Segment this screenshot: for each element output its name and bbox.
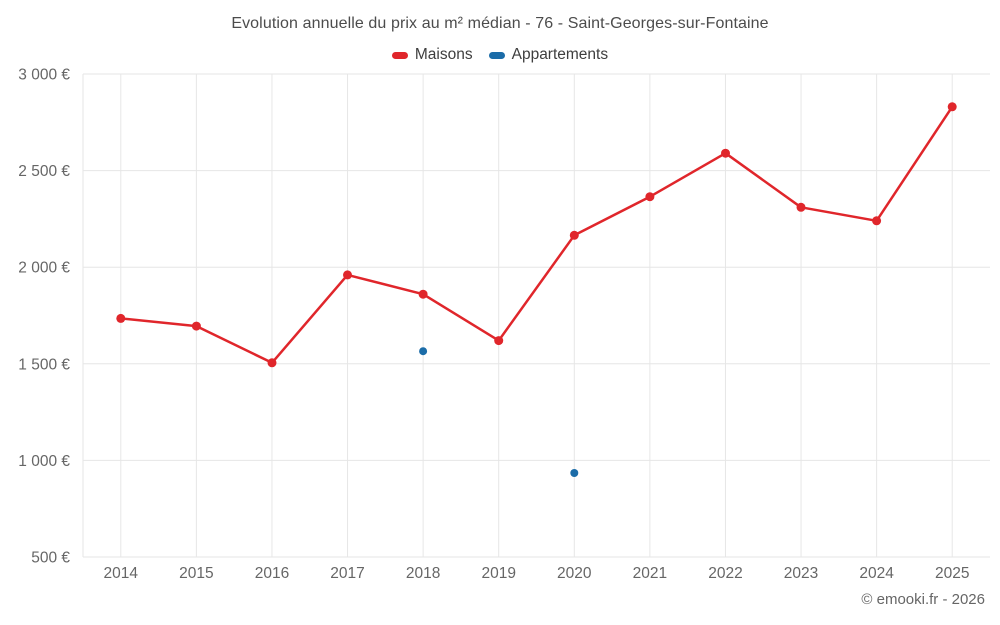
svg-text:2 500 €: 2 500 € [18, 163, 70, 180]
svg-text:2017: 2017 [330, 565, 364, 582]
svg-text:2015: 2015 [179, 565, 213, 582]
svg-text:2025: 2025 [935, 565, 969, 582]
appartements-series-swatch-icon [488, 51, 505, 59]
svg-text:1 000 €: 1 000 € [18, 453, 70, 470]
chart-title: Evolution annuelle du prix au m² médian … [231, 15, 769, 32]
svg-text:2022: 2022 [708, 565, 742, 582]
svg-text:2024: 2024 [859, 565, 894, 582]
maisons-series-swatch-icon [391, 51, 408, 59]
svg-text:2 000 €: 2 000 € [18, 260, 70, 277]
copyright-text: © emooki.fr - 2026 [861, 591, 985, 608]
svg-text:2023: 2023 [784, 565, 818, 582]
svg-text:2020: 2020 [557, 565, 592, 582]
legend-label-maisons: Maisons [414, 46, 473, 63]
chart-legend: Maisons Appartements [0, 46, 1000, 64]
svg-text:1 500 €: 1 500 € [18, 356, 70, 373]
svg-text:2016: 2016 [255, 565, 289, 582]
svg-text:2018: 2018 [406, 565, 440, 582]
legend-label-appartements: Appartements [511, 46, 609, 63]
svg-text:2021: 2021 [633, 565, 667, 582]
svg-text:2014: 2014 [104, 565, 139, 582]
legend-item-appartements[interactable]: Appartements [488, 46, 609, 64]
legend-item-maisons[interactable]: Maisons [391, 46, 473, 64]
svg-text:2019: 2019 [481, 565, 515, 582]
svg-text:500 €: 500 € [31, 550, 70, 567]
svg-text:3 000 €: 3 000 € [18, 67, 70, 84]
